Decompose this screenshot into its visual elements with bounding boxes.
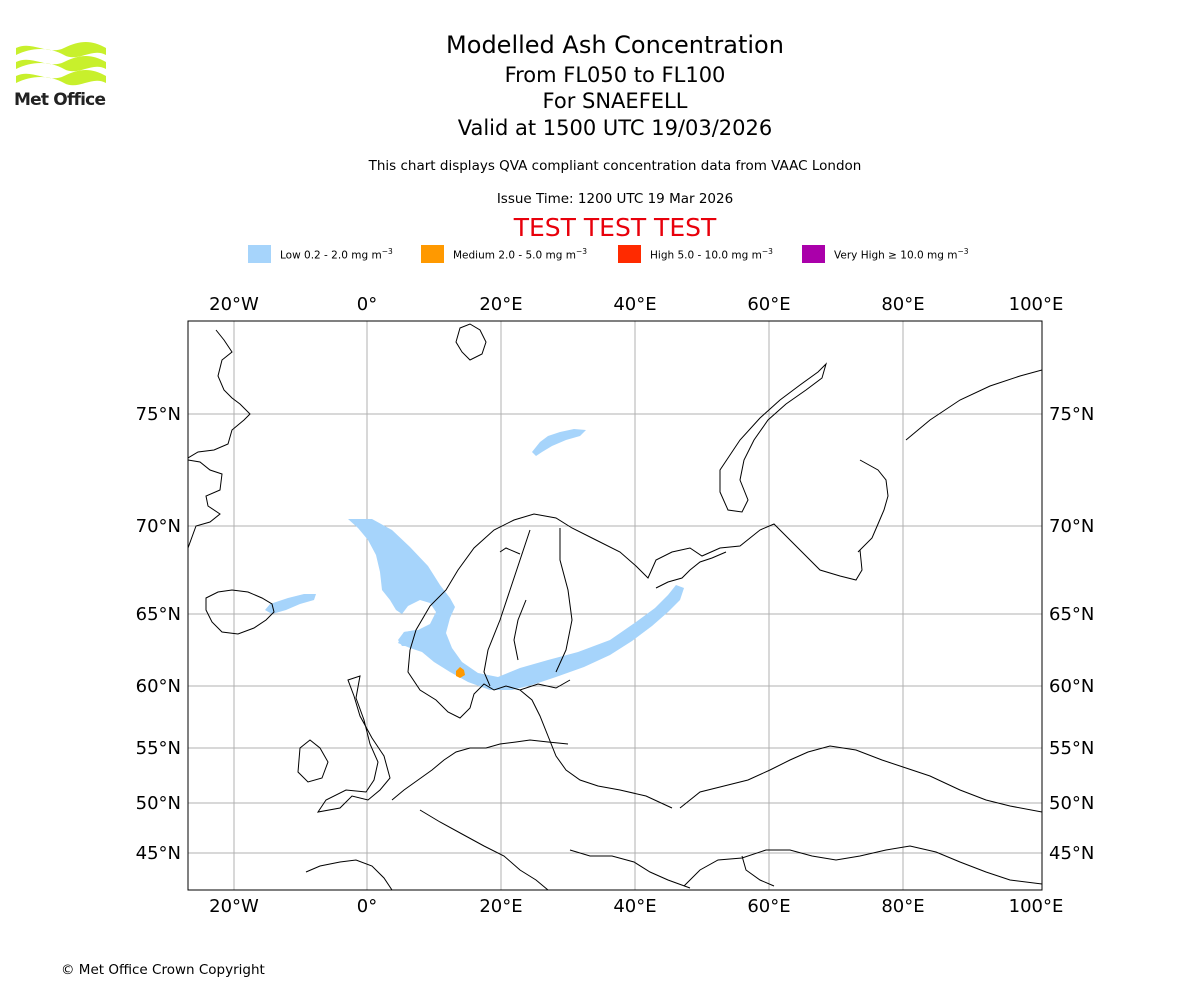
lat-label-left: 75°N xyxy=(136,404,181,425)
ash-medium-area xyxy=(456,667,465,678)
lat-label-right: 50°N xyxy=(1049,793,1094,814)
lat-label-left: 55°N xyxy=(136,738,181,759)
legend-swatch-high xyxy=(618,245,641,263)
ash-low-areas xyxy=(265,429,684,690)
legend-swatch-low xyxy=(248,245,271,263)
level-range: From FL050 to FL100 xyxy=(504,63,726,87)
map-gridlines xyxy=(188,321,1042,890)
lat-label-left: 70°N xyxy=(136,516,181,537)
lon-label-bottom: 80°E xyxy=(881,896,924,917)
legend-swatch-medium xyxy=(421,245,444,263)
legend-item-high: High 5.0 - 10.0 mg m−3 xyxy=(618,244,773,264)
legend-label-low: Low 0.2 - 2.0 mg m xyxy=(280,249,382,262)
lon-label-top: 40°E xyxy=(613,294,656,315)
coastlines xyxy=(188,323,1042,890)
test-banner: TEST TEST TEST xyxy=(513,213,717,242)
lat-label-left: 45°N xyxy=(136,843,181,864)
lon-label-bottom: 20°W xyxy=(209,896,259,917)
lon-label-bottom: 40°E xyxy=(613,896,656,917)
lat-label-right: 70°N xyxy=(1049,516,1094,537)
legend-item-medium: Medium 2.0 - 5.0 mg m−3 xyxy=(421,244,587,264)
copyright-notice: © Met Office Crown Copyright xyxy=(61,962,265,978)
lon-label-bottom: 100°E xyxy=(1009,896,1064,917)
legend-swatch-very-high xyxy=(802,245,825,263)
lat-label-right: 60°N xyxy=(1049,676,1094,697)
lon-label-top: 60°E xyxy=(747,294,790,315)
lat-label-right: 45°N xyxy=(1049,843,1094,864)
lon-label-bottom: 0° xyxy=(357,896,377,917)
chart-title: Modelled Ash Concentration xyxy=(446,31,784,59)
lon-label-top: 100°E xyxy=(1009,294,1064,315)
legend-label-very-high: Very High ≥ 10.0 mg m xyxy=(834,249,958,262)
volcano-name: For SNAEFELL xyxy=(542,89,688,113)
lon-label-bottom: 60°E xyxy=(747,896,790,917)
legend-item-low: Low 0.2 - 2.0 mg m−3 xyxy=(248,244,393,264)
legend-item-very-high: Very High ≥ 10.0 mg m−3 xyxy=(802,244,969,264)
legend-label-medium: Medium 2.0 - 5.0 mg m xyxy=(453,249,576,262)
lat-label-left: 50°N xyxy=(136,793,181,814)
issue-time: Issue Time: 1200 UTC 19 Mar 2026 xyxy=(496,191,734,207)
met-office-logo-text: Met Office xyxy=(14,90,106,110)
lon-label-top: 0° xyxy=(357,294,377,315)
lat-label-left: 60°N xyxy=(136,676,181,697)
lat-label-right: 55°N xyxy=(1049,738,1094,759)
met-office-logo xyxy=(16,42,106,86)
lon-label-top: 20°W xyxy=(209,294,259,315)
lon-label-top: 20°E xyxy=(479,294,522,315)
lat-label-left: 65°N xyxy=(136,604,181,625)
legend-label-high: High 5.0 - 10.0 mg m xyxy=(650,249,762,262)
valid-time: Valid at 1500 UTC 19/03/2026 xyxy=(457,116,773,140)
map-frame xyxy=(187,320,1043,891)
lat-label-right: 65°N xyxy=(1049,604,1094,625)
lon-label-top: 80°E xyxy=(881,294,924,315)
chart-description: This chart displays QVA compliant concen… xyxy=(368,158,862,174)
lat-label-right: 75°N xyxy=(1049,404,1094,425)
lon-label-bottom: 20°E xyxy=(479,896,522,917)
